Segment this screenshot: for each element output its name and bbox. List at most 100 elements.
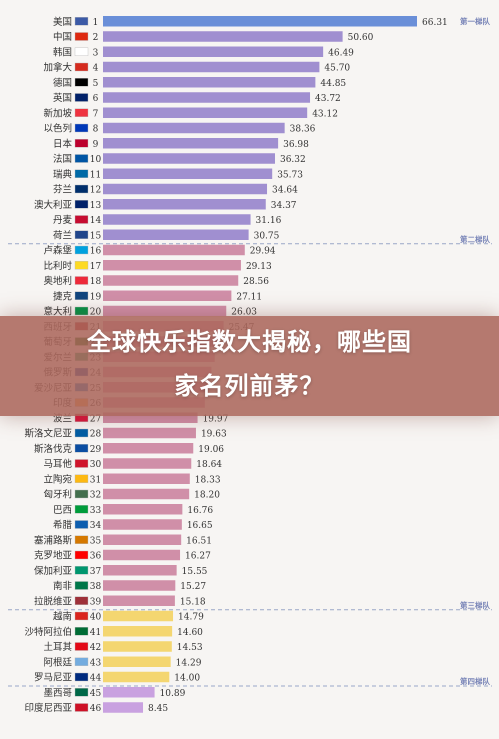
value-label: 28.56 <box>243 277 269 287</box>
country-label: 沙特阿拉伯 <box>24 626 72 638</box>
bar <box>103 671 170 683</box>
value-label: 16.76 <box>187 506 213 516</box>
bar <box>103 61 320 73</box>
rank-label: 7 <box>93 109 99 119</box>
value-label: 8.45 <box>148 704 168 714</box>
rank-label: 16 <box>90 247 102 257</box>
flag-icon <box>74 291 89 300</box>
value-label: 19.06 <box>198 445 224 455</box>
bar <box>103 46 324 57</box>
bar <box>103 595 175 606</box>
country-label: 比利时 <box>43 260 72 272</box>
rank-label: 32 <box>90 491 101 501</box>
value-label: 14.60 <box>177 628 203 638</box>
country-label: 以色列 <box>43 123 72 135</box>
flag-icon <box>74 93 89 102</box>
rank-label: 19 <box>90 292 102 302</box>
value-label: 18.20 <box>194 491 220 501</box>
bar <box>103 229 249 240</box>
flag-icon <box>74 169 89 178</box>
value-label: 43.72 <box>315 94 341 104</box>
flag-icon <box>74 200 89 209</box>
country-label: 塞浦路斯 <box>34 534 73 546</box>
rank-label: 5 <box>93 79 99 89</box>
rank-label: 20 <box>90 308 102 318</box>
country-label: 美国 <box>53 16 72 28</box>
value-label: 29.13 <box>246 262 272 272</box>
value-label: 34.64 <box>272 186 298 196</box>
country-label: 斯洛文尼亚 <box>24 428 72 440</box>
rank-label: 1 <box>93 18 99 28</box>
value-label: 19.97 <box>203 414 229 424</box>
bar <box>103 519 182 530</box>
value-label: 15.55 <box>182 567 208 577</box>
tier-label: 第四梯队 <box>460 676 490 686</box>
rank-label: 28 <box>90 430 102 440</box>
country-label: 芬兰 <box>53 184 72 196</box>
bar <box>103 31 343 42</box>
bar <box>103 458 192 469</box>
country-label: 奥地利 <box>43 275 72 287</box>
country-label: 立陶宛 <box>43 473 72 485</box>
rank-label: 18 <box>90 277 102 287</box>
bar <box>103 290 232 301</box>
rank-label: 29 <box>90 445 102 455</box>
bar <box>103 153 275 164</box>
rank-label: 44 <box>90 674 102 684</box>
rank-label: 33 <box>90 506 102 516</box>
value-label: 14.53 <box>177 643 203 653</box>
country-label: 荷兰 <box>53 229 72 241</box>
flag-icon <box>74 657 89 666</box>
value-label: 14.00 <box>174 674 200 684</box>
country-label: 新加坡 <box>43 107 72 119</box>
country-label: 瑞典 <box>53 168 73 180</box>
country-label: 拉脱维亚 <box>34 595 73 607</box>
flag-icon <box>74 245 89 255</box>
flag-icon <box>74 184 89 194</box>
value-label: 14.79 <box>178 613 204 623</box>
flag-icon <box>74 566 89 575</box>
value-label: 27.11 <box>236 292 262 302</box>
bar <box>103 488 190 500</box>
value-label: 19.63 <box>201 430 227 440</box>
flag-icon <box>74 611 89 621</box>
country-label: 捷克 <box>53 290 73 302</box>
bar <box>103 473 190 484</box>
flag-icon <box>74 444 89 453</box>
flag-icon <box>74 474 89 483</box>
value-label: 30.75 <box>254 231 280 241</box>
rank-label: 35 <box>90 536 102 546</box>
rank-label: 15 <box>90 231 102 241</box>
country-label: 德国 <box>53 77 72 89</box>
value-label: 26.03 <box>231 308 257 318</box>
value-label: 36.98 <box>283 140 309 150</box>
country-label: 中国 <box>53 31 72 43</box>
country-label: 意大利 <box>43 306 72 318</box>
bar <box>103 92 311 103</box>
bar <box>103 534 182 545</box>
value-label: 29.94 <box>250 247 276 257</box>
country-label: 墨西哥 <box>43 688 72 699</box>
country-label: 斯洛伐克 <box>34 443 73 455</box>
rank-label: 31 <box>90 475 101 485</box>
bar <box>103 275 239 286</box>
value-label: 16.27 <box>185 552 211 562</box>
rank-label: 27 <box>90 414 102 424</box>
country-label: 卢森堡 <box>43 245 72 257</box>
country-label: 丹麦 <box>53 214 73 226</box>
flag-icon <box>74 703 89 712</box>
bar <box>103 260 241 271</box>
value-label: 18.64 <box>196 460 222 470</box>
bar <box>103 412 198 423</box>
flag-icon <box>74 505 89 514</box>
bar <box>103 77 316 88</box>
rank-label: 36 <box>90 552 102 562</box>
value-label: 45.70 <box>324 64 350 74</box>
rank-label: 11 <box>90 170 101 180</box>
bar <box>103 641 172 652</box>
flag-icon <box>74 672 89 682</box>
country-label: 澳大利亚 <box>34 199 73 211</box>
flag-icon <box>74 139 89 148</box>
bar <box>103 626 173 637</box>
flag-icon <box>74 261 89 270</box>
